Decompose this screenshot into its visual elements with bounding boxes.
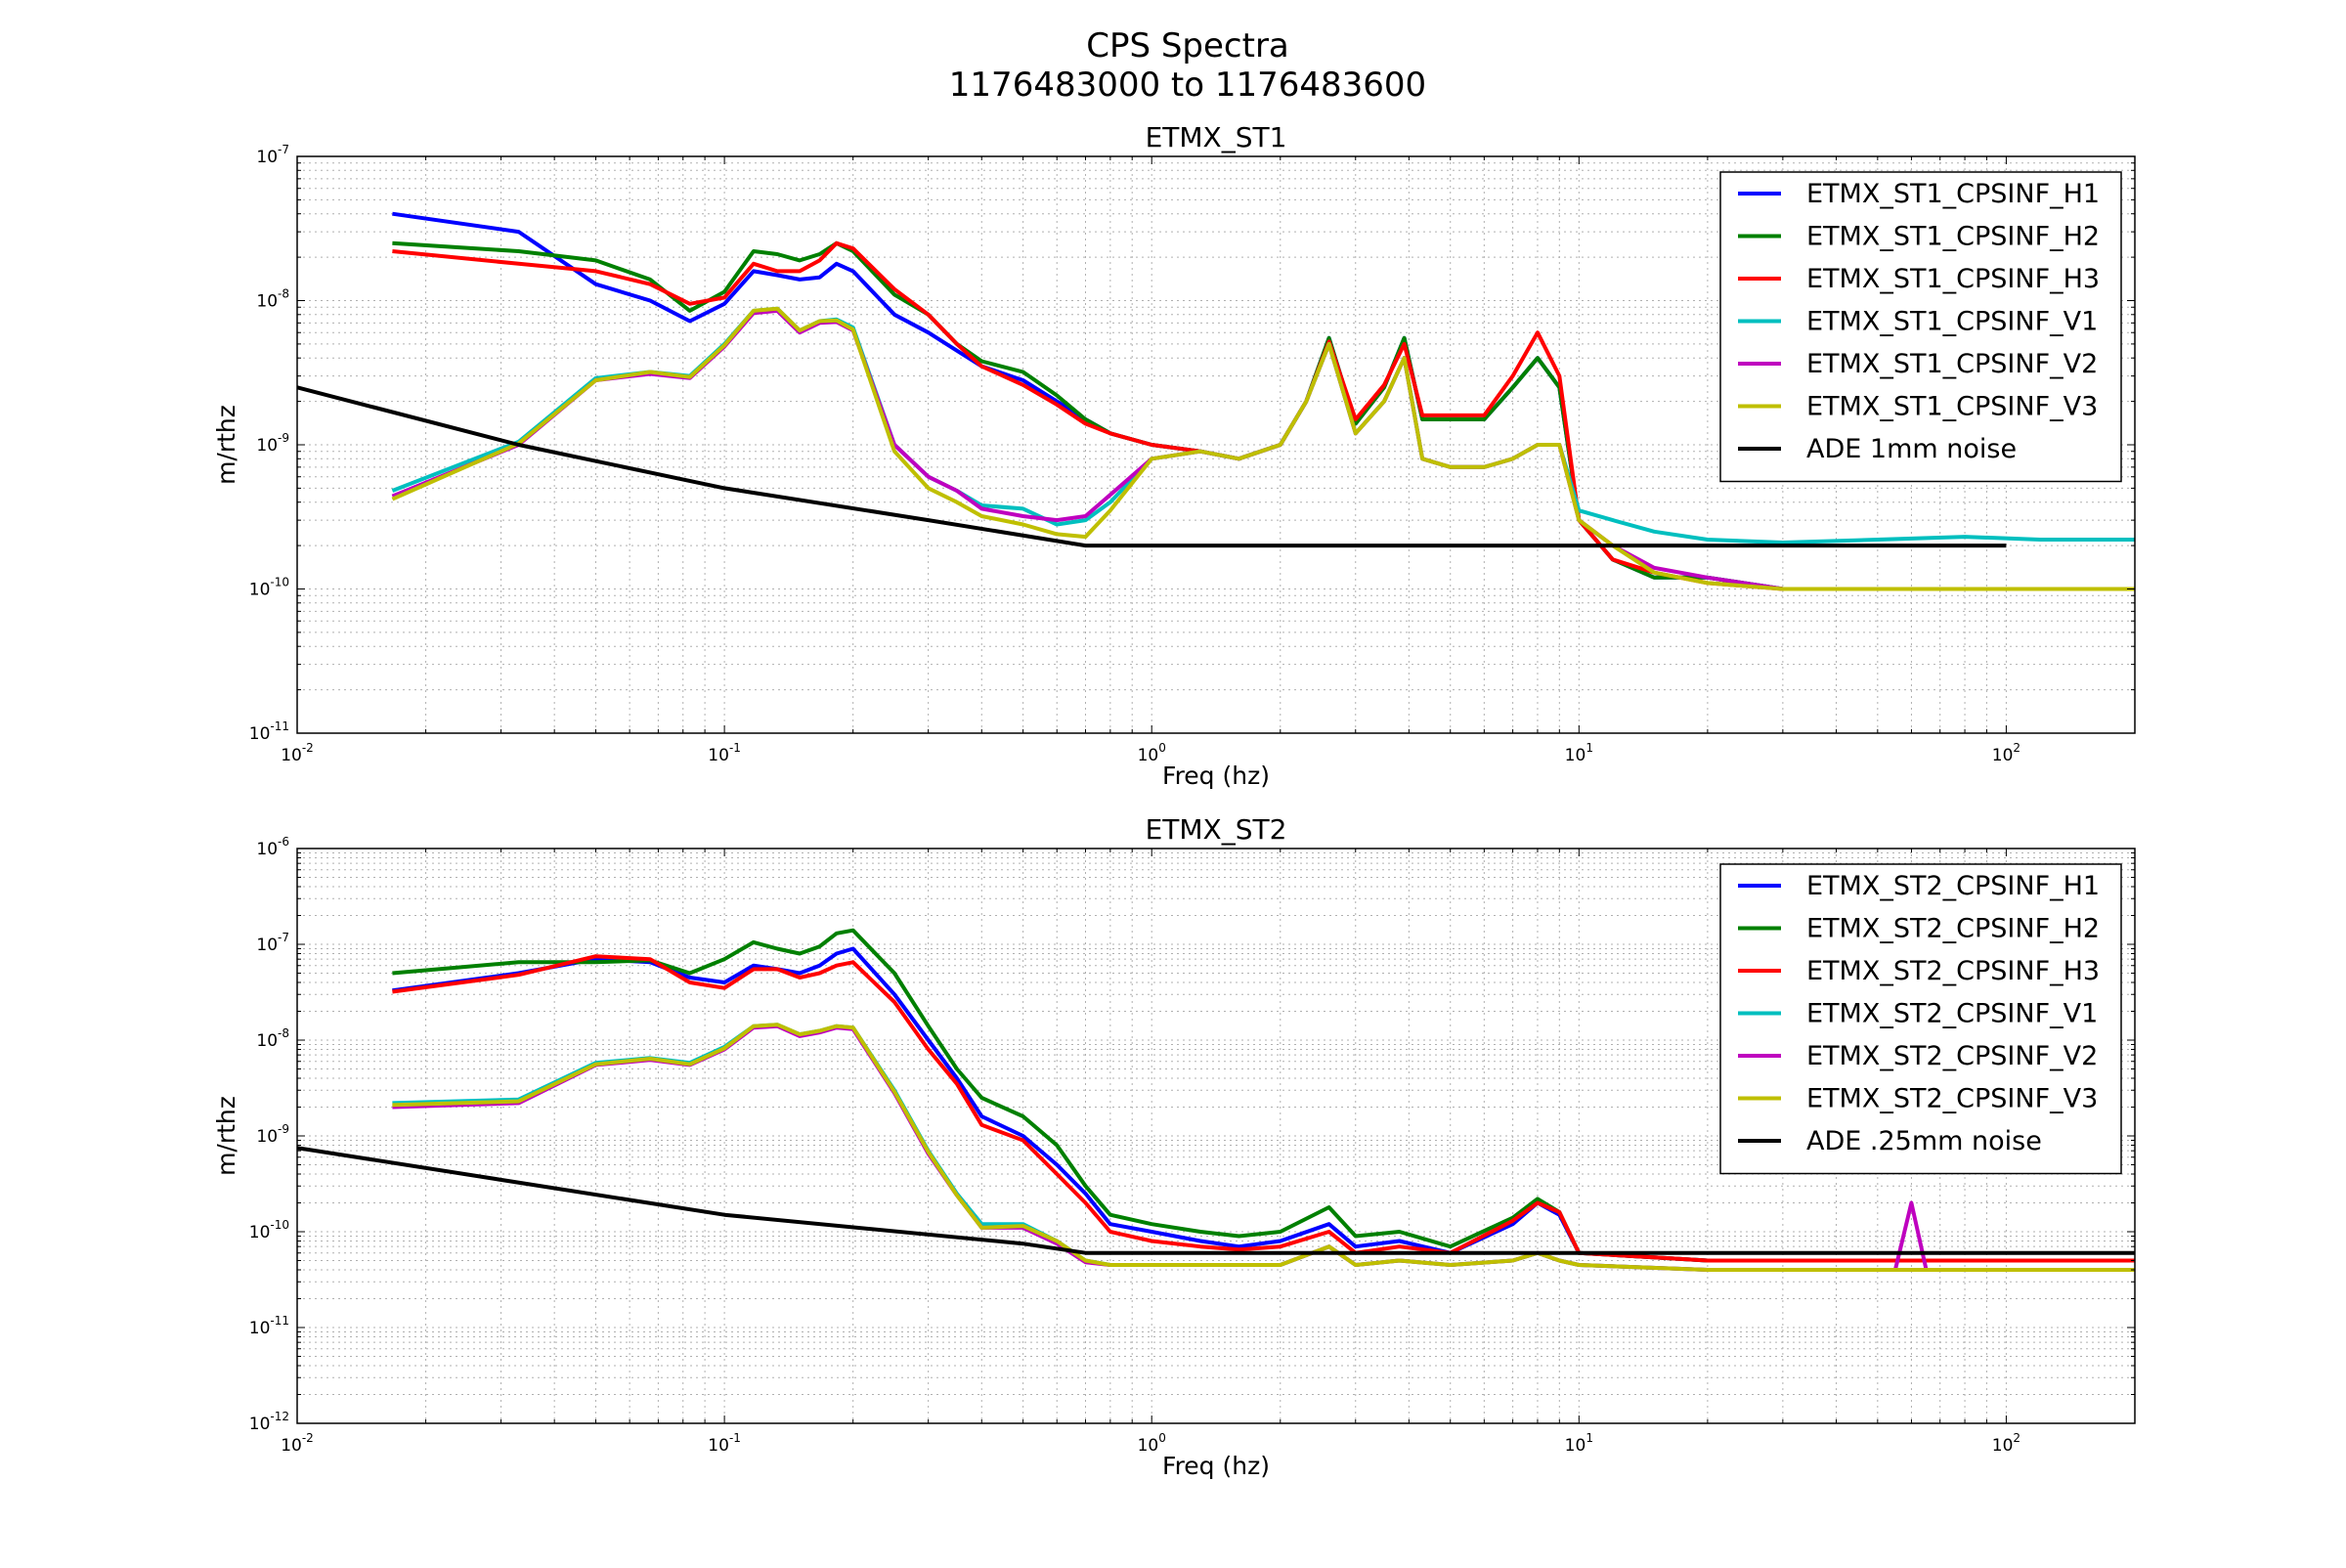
x-tick-label: 10-2 [281,741,314,765]
legend-box [1719,171,2122,483]
y-tick-label: 10-6 [256,835,289,859]
y-tick-label: 10-7 [256,931,289,955]
y-tick-label: 10-9 [256,431,289,456]
legend-label: ADE 1mm noise [1806,434,2017,464]
x-tick-label: 101 [1565,1431,1593,1456]
series-line-ade-25mm-noise [297,1146,2135,1255]
y-tick-label: 10-8 [256,1026,289,1051]
ticks [296,848,2136,1424]
series-line-etmx-st2-cpsinf-h3 [392,954,2135,1263]
chart-etmx-st1: 10-2 10-1 100 101 102 10-11 10-10 10-9 10-8 10-7 E… [212,121,2136,790]
y-tick-label: 10-12 [249,1410,289,1434]
legend-label: ETMX_ST1_CPSINF_V1 [1806,307,2098,337]
figure-subtitle: 1176483000 to 1176483600 [949,65,1426,105]
x-tick-label: 102 [1992,741,2020,765]
chart-etmx-st2: 10-2 10-1 100 101 102 10-12 10-11 10-10 10-9 10-8… [212,813,2136,1480]
y-tick-label: 10-9 [256,1122,289,1147]
x-tick-label: 100 [1138,741,1166,765]
legend-label: ETMX_ST1_CPSINF_V3 [1806,392,2098,422]
y-tick-label: 10-7 [256,143,289,167]
legend-label: ETMX_ST1_CPSINF_V2 [1806,349,2098,379]
x-axis-label: Freq (hz) [1162,762,1270,790]
legend-label: ETMX_ST2_CPSINF_V3 [1806,1084,2098,1114]
y-tick-label: 10-11 [249,1314,289,1338]
x-tick-label: 10-1 [708,741,741,765]
legend-label: ETMX_ST2_CPSINF_V1 [1806,999,2098,1029]
ticks [296,155,2136,734]
legend-label: ETMX_ST2_CPSINF_V2 [1806,1041,2098,1071]
y-tick-label: 10-8 [256,287,289,312]
legend: ETMX_ST1_CPSINF_H1 ETMX_ST1_CPSINF_H2 ETMX… [1719,171,2122,483]
legend-box [1719,863,2122,1175]
figure-title: CPS Spectra [1086,26,1289,65]
y-axis-label: m/rthz [212,405,240,485]
legend-label: ETMX_ST1_CPSINF_H3 [1806,264,2100,294]
legend: ETMX_ST2_CPSINF_H1 ETMX_ST2_CPSINF_H2 ETMX… [1719,863,2122,1175]
chart-title: ETMX_ST2 [1146,813,1287,846]
x-tick-label: 101 [1565,741,1593,765]
y-axis-label: m/rthz [212,1096,240,1176]
x-tick-label: 100 [1138,1431,1166,1456]
series-group [297,211,2135,591]
y-tick-label: 10-11 [249,719,289,744]
x-axis-label: Freq (hz) [1162,1452,1270,1480]
x-tick-label: 10-2 [281,1431,314,1456]
legend-label: ETMX_ST2_CPSINF_H1 [1806,871,2100,901]
series-line-etmx-st2-cpsinf-h2 [392,928,2135,1263]
series-line-ade-1mm-noise [297,385,2007,548]
legend-label: ADE .25mm noise [1806,1126,2042,1156]
legend-label: ETMX_ST1_CPSINF_H1 [1806,179,2100,209]
chart-title: ETMX_ST1 [1146,121,1287,153]
x-tick-label: 102 [1992,1431,2020,1456]
y-tick-label: 10-10 [249,576,289,600]
series-line-etmx-st1-cpsinf-v3 [391,306,2135,591]
x-tick-label: 10-1 [708,1431,741,1456]
legend-label: ETMX_ST2_CPSINF_H3 [1806,956,2100,986]
legend-label: ETMX_ST2_CPSINF_H2 [1806,914,2100,944]
legend-label: ETMX_ST1_CPSINF_H2 [1806,222,2100,252]
y-tick-label: 10-10 [249,1218,289,1242]
series-group [297,928,2135,1272]
